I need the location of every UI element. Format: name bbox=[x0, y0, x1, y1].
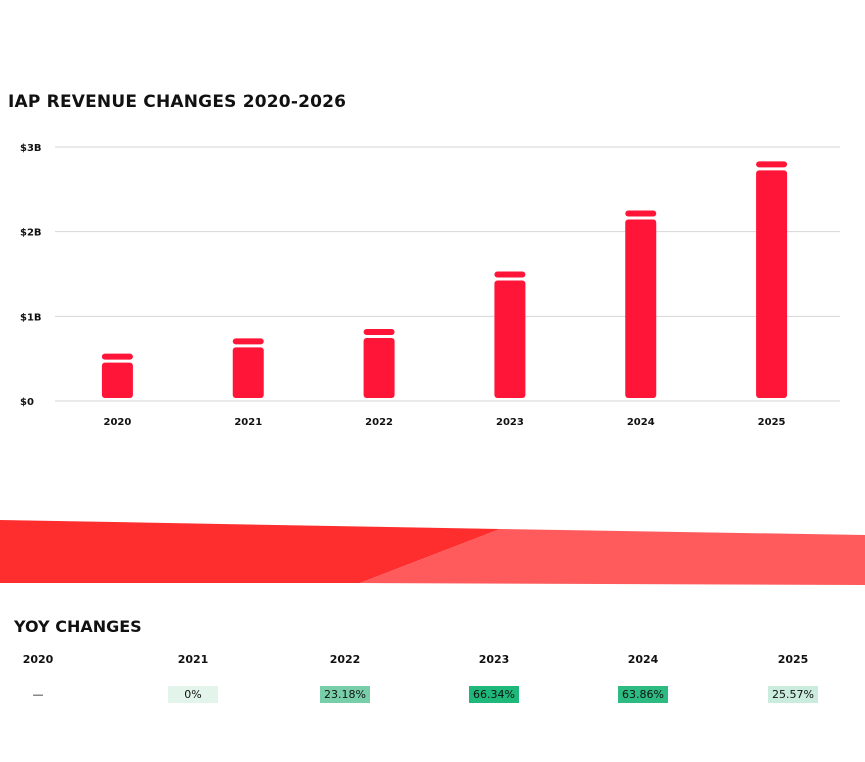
yoy-value-badge: 25.57% bbox=[768, 686, 818, 703]
yoy-item-2025: 2025 25.57% bbox=[743, 652, 843, 703]
yoy-year: 2025 bbox=[777, 653, 809, 666]
yoy-item-2022: 2022 23.18% bbox=[295, 652, 395, 703]
bar-cap-2022 bbox=[363, 329, 395, 336]
yoy-year: 2020 bbox=[22, 653, 54, 666]
yoy-year: 2022 bbox=[329, 653, 361, 666]
swoosh-dark-band bbox=[0, 520, 500, 583]
yoy-item-2024: 2024 63.86% bbox=[593, 652, 693, 703]
bar-cap-2020 bbox=[101, 353, 133, 360]
y-tick-label: $2B bbox=[20, 228, 42, 239]
x-tick-label: 2022 bbox=[365, 417, 393, 428]
x-tick-label: 2025 bbox=[758, 417, 786, 428]
y-axis-labels: $0 $1B $2B $3B bbox=[20, 143, 42, 408]
yoy-value-badge: 66.34% bbox=[469, 686, 519, 703]
x-tick-label: 2021 bbox=[234, 417, 262, 428]
yoy-item-2023: 2023 66.34% bbox=[444, 652, 544, 703]
y-tick-label: $3B bbox=[20, 143, 42, 154]
bar-2022 bbox=[363, 338, 395, 398]
x-tick-label: 2020 bbox=[103, 417, 131, 428]
bar-cap-2021 bbox=[232, 338, 264, 345]
bar-2021 bbox=[232, 347, 264, 398]
bar-2024 bbox=[625, 219, 657, 398]
bar-2020 bbox=[101, 362, 133, 398]
yoy-year: 2024 bbox=[627, 653, 659, 666]
x-axis-labels: 2020 2021 2022 2023 2024 2025 bbox=[103, 417, 785, 428]
yoy-year: 2023 bbox=[478, 653, 510, 666]
bar-cap-2023 bbox=[494, 271, 526, 278]
yoy-year: 2021 bbox=[177, 653, 209, 666]
grid-lines bbox=[55, 146, 840, 402]
yoy-title: YOY CHANGES bbox=[14, 617, 142, 636]
x-tick-label: 2023 bbox=[496, 417, 524, 428]
yoy-value-badge: 63.86% bbox=[618, 686, 668, 703]
yoy-item-2020: 2020 — bbox=[0, 652, 88, 703]
yoy-value-badge: 0% bbox=[168, 686, 218, 703]
y-tick-label: $1B bbox=[20, 312, 42, 323]
bar-2023 bbox=[494, 280, 526, 398]
bar-cap-2024 bbox=[625, 210, 657, 217]
swoosh-light-band bbox=[360, 529, 865, 585]
y-tick-label: $0 bbox=[20, 397, 34, 408]
chart-title: IAP REVENUE CHANGES 2020-2026 bbox=[8, 92, 347, 112]
yoy-value-badge: — bbox=[32, 688, 44, 701]
revenue-bar-chart: $0 $1B $2B $3B 2020 2021 2022 2023 2024 2025 bbox=[20, 143, 840, 428]
bar-cap-2025 bbox=[756, 161, 788, 168]
x-tick-label: 2024 bbox=[627, 417, 655, 428]
yoy-value-badge: 23.18% bbox=[320, 686, 370, 703]
yoy-item-2021: 2021 0% bbox=[143, 652, 243, 703]
decorative-swoosh bbox=[0, 520, 865, 585]
bars bbox=[101, 161, 788, 398]
bar-2025 bbox=[756, 170, 788, 398]
